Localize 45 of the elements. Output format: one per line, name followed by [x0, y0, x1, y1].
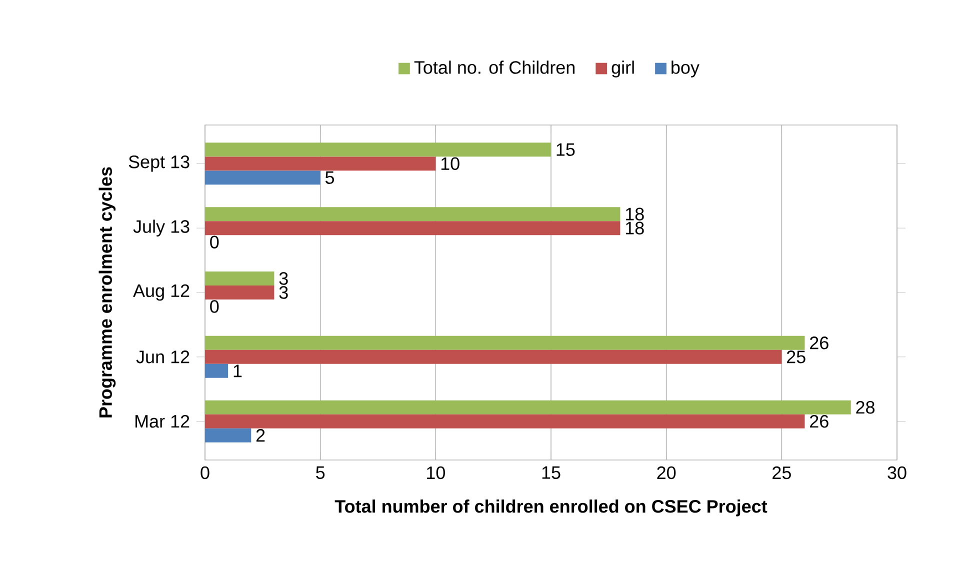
bar — [205, 207, 620, 222]
y-axis-title: Programme enrolment cycles — [98, 167, 116, 418]
bar — [205, 272, 274, 286]
data-label: 18 — [626, 222, 644, 234]
x-tick-label: 25 — [772, 466, 791, 480]
x-tick-label: 5 — [316, 466, 325, 479]
bar — [205, 364, 228, 378]
data-label: 26 — [810, 414, 828, 428]
bar — [205, 285, 274, 300]
y-tick-label: Aug 12 — [133, 284, 190, 301]
data-label: 18 — [626, 208, 644, 220]
bar — [205, 414, 805, 428]
x-tick-label: 10 — [427, 466, 445, 480]
legend-label: boy — [672, 60, 700, 78]
x-tick-label: 30 — [888, 466, 906, 480]
bar — [205, 336, 805, 350]
bar — [205, 400, 851, 414]
data-label: 25 — [786, 350, 806, 364]
legend-label: Total no. of Children — [414, 60, 574, 74]
data-label: 3 — [279, 286, 288, 299]
data-label: 1 — [234, 364, 242, 378]
x-tick-label: 20 — [657, 466, 676, 480]
bar — [205, 350, 782, 364]
bar — [205, 170, 320, 185]
x-axis-title: Total number of children enrolled on CSEC Project — [334, 500, 768, 516]
y-tick-label: Jun 12 — [136, 350, 190, 364]
bar — [205, 156, 436, 171]
data-label: 15 — [556, 143, 575, 156]
bar — [205, 428, 252, 442]
data-label: 10 — [441, 157, 460, 170]
y-tick-label: Sept 13 — [128, 155, 190, 172]
data-label: 26 — [810, 336, 828, 350]
legend-label: girl — [612, 60, 634, 78]
bar — [205, 221, 620, 236]
y-tick-label: Mar 12 — [136, 414, 190, 428]
data-label: 2 — [256, 429, 265, 442]
y-tick-label: July 13 — [133, 220, 190, 236]
data-label: 0 — [210, 236, 219, 248]
data-label: 3 — [279, 272, 288, 285]
x-tick-label: 15 — [542, 466, 560, 479]
data-label: 5 — [325, 171, 334, 184]
data-label: 28 — [856, 400, 875, 414]
data-label: 0 — [210, 300, 219, 313]
bar — [205, 142, 552, 157]
x-tick-label: 0 — [200, 466, 210, 480]
